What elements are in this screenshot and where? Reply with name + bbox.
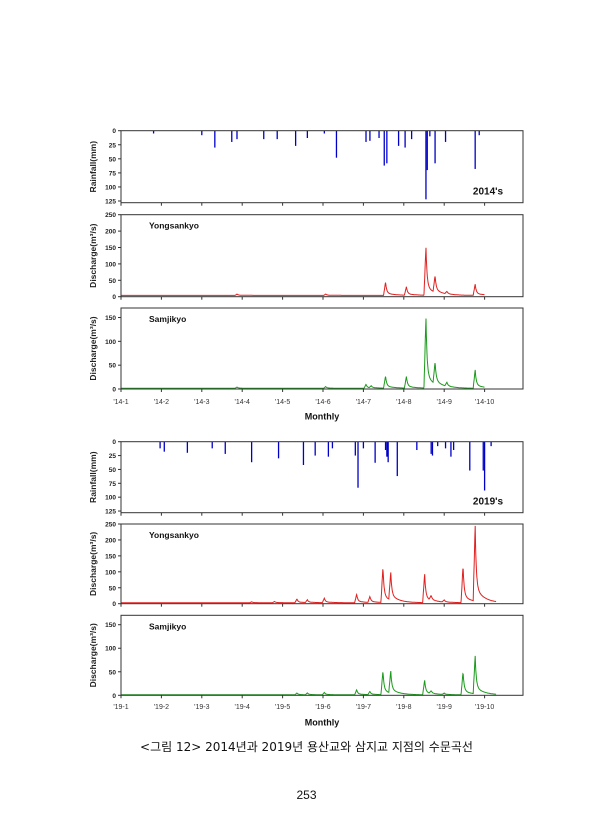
discharge-line-yongsankyo	[121, 247, 485, 296]
x-axis-title: Monthly	[305, 412, 340, 422]
y-tick-label: 25	[109, 142, 117, 149]
y-tick-label: 250	[105, 522, 116, 529]
rainfall-frame	[120, 441, 524, 514]
station-label: Yongsankyo	[149, 530, 199, 540]
y-axis-title: Discharge(m³/s)	[88, 532, 98, 596]
y-tick-label: 50	[109, 363, 117, 370]
y-tick-label: 50	[109, 156, 117, 163]
y-tick-label: 125	[105, 199, 116, 206]
y-tick-label: 75	[109, 170, 117, 177]
y-tick-label: 50	[109, 467, 117, 474]
y-tick-label: 150	[105, 245, 116, 252]
year-label: 2019's	[473, 497, 504, 508]
rainfall-panel: 0 25 50 75 100 125 Rainfall(mm) 2019's	[88, 439, 524, 516]
x-tick-label: '19-10	[475, 704, 494, 711]
x-tick-label: '19-2	[154, 704, 169, 711]
rainfall-panel: 0 25 50 75 100 125 Rainfall(mm) 2014's	[88, 128, 524, 206]
y-tick-label: 150	[105, 553, 116, 560]
x-tick-label: '14-6	[315, 399, 330, 406]
y-axis-title: Discharge(m³/s)	[88, 223, 98, 287]
figure-caption: <그림 12> 2014년과 2019년 용산교와 삼지교 지점의 수문곡선	[140, 740, 473, 754]
y-tick-label: 100	[105, 495, 116, 502]
y-axis-title: Discharge(m³/s)	[88, 316, 98, 380]
x-tick-label: '14-2	[154, 399, 169, 406]
x-tick-label: '14-4	[235, 399, 250, 406]
discharge-frame	[120, 214, 524, 298]
y-tick-label: 50	[109, 669, 117, 676]
discharge-frame	[120, 523, 524, 605]
x-tick-label: '19-7	[356, 704, 371, 711]
y-axis-title: Discharge(m³/s)	[88, 623, 98, 687]
station-label: Yongsankyo	[149, 221, 199, 231]
y-tick-label: 100	[105, 646, 116, 653]
y-axis-title: Rainfall(mm)	[88, 451, 98, 503]
chart-2014: 0 25 50 75 100 125 Rainfall(mm) 2014's 0 50 100 150…	[88, 128, 524, 422]
x-tick-label: '19-1	[113, 704, 128, 711]
x-tick-label: '14-9	[437, 399, 452, 406]
station-label: Samjikyo	[149, 314, 186, 324]
discharge-panel-samjikyo: 0 50 100 150 Discharge(m³/s) Samjikyo	[88, 614, 524, 700]
y-tick-label: 50	[109, 278, 117, 285]
discharge-frame	[120, 307, 524, 390]
x-tick-label: '19-6	[315, 704, 330, 711]
discharge-frame	[120, 614, 524, 696]
y-tick-label: 0	[112, 294, 116, 301]
y-tick-label: 200	[105, 537, 116, 544]
y-tick-label: 200	[105, 229, 116, 236]
y-tick-label: 250	[105, 212, 116, 219]
x-tick-label: '14-10	[475, 399, 494, 406]
y-tick-label: 0	[112, 439, 116, 446]
x-tick-label: '14-5	[275, 399, 290, 406]
x-tick-label: '14-8	[396, 399, 411, 406]
y-tick-label: 0	[112, 128, 116, 135]
y-tick-label: 150	[105, 315, 116, 322]
discharge-line-yongsankyo	[121, 525, 497, 604]
y-tick-label: 100	[105, 184, 116, 191]
discharge-line-samjikyo	[121, 655, 497, 696]
x-tick-label: '14-1	[113, 399, 128, 406]
y-tick-label: 50	[109, 585, 117, 592]
year-label: 2014's	[473, 187, 504, 198]
rainfall-frame	[120, 130, 524, 204]
x-tick-label: '19-8	[396, 704, 411, 711]
y-tick-label: 0	[112, 601, 116, 608]
station-label: Samjikyo	[149, 621, 186, 631]
x-axis-title: Monthly	[305, 718, 340, 728]
x-tick-label: '19-9	[437, 704, 452, 711]
y-tick-label: 100	[105, 569, 116, 576]
x-tick-label: '19-3	[194, 704, 209, 711]
y-tick-label: 150	[105, 622, 116, 629]
y-tick-label: 125	[105, 509, 116, 516]
y-tick-label: 25	[109, 453, 117, 460]
discharge-panel-yongsankyo: 0 50 100 150 200 250 Discharge(m³/s) Yongsankyo	[88, 522, 524, 608]
y-tick-label: 0	[112, 387, 116, 394]
chart-2019: 0 25 50 75 100 125 Rainfall(mm) 2019's 0 50 100 150…	[88, 439, 524, 728]
x-tick-label: '19-4	[235, 704, 250, 711]
y-tick-label: 75	[109, 481, 117, 488]
x-tick-label: '19-5	[275, 704, 290, 711]
x-tick-label: '14-3	[194, 399, 209, 406]
y-tick-label: 100	[105, 339, 116, 346]
discharge-panel-samjikyo: 0 50 100 150 Discharge(m³/s) Samjikyo	[88, 307, 524, 394]
y-axis-title: Rainfall(mm)	[88, 141, 98, 193]
y-tick-label: 100	[105, 261, 116, 268]
y-tick-label: 0	[112, 693, 116, 700]
discharge-panel-yongsankyo: 0 50 100 150 200 250 Discharge(m³/s) Yongsankyo	[88, 212, 524, 301]
discharge-line-samjikyo	[121, 318, 485, 389]
x-tick-label: '14-7	[356, 399, 371, 406]
page-number: 253	[296, 788, 317, 802]
